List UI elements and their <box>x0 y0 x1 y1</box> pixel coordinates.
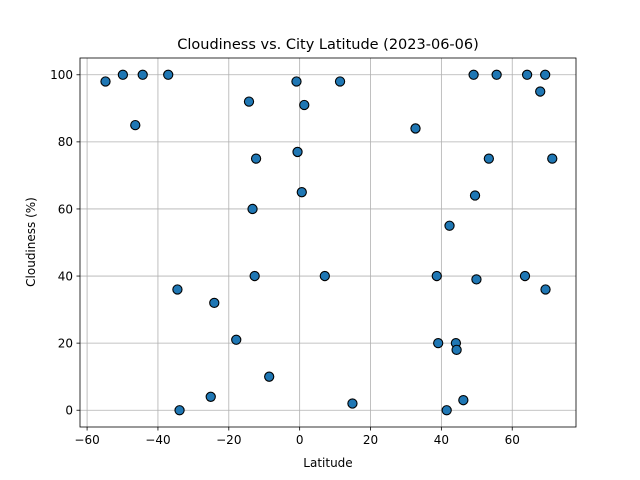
data-point <box>209 297 220 309</box>
data-point <box>471 274 482 285</box>
data-point <box>469 190 481 201</box>
data-point <box>130 119 141 131</box>
x-tick-label: −20 <box>216 433 241 447</box>
data-point <box>535 86 546 97</box>
data-point <box>347 398 358 409</box>
plot-area-frame <box>79 57 577 428</box>
data-point <box>172 284 183 295</box>
data-point <box>334 76 346 87</box>
x-tick-label: −60 <box>74 433 99 447</box>
y-tick-label: 40 <box>58 269 73 283</box>
data-point <box>117 69 129 80</box>
data-point <box>292 146 303 158</box>
data-point <box>458 395 469 406</box>
data-points <box>100 69 558 416</box>
data-point <box>431 270 442 282</box>
data-point <box>468 69 479 80</box>
data-point <box>296 187 307 198</box>
data-point <box>451 344 462 355</box>
chart-title: Cloudiness vs. City Latitude (2023-06-06… <box>177 37 479 53</box>
data-point <box>319 270 330 282</box>
y-axis-label: Cloudiness (%) <box>24 197 38 287</box>
data-point <box>491 69 502 80</box>
x-axis-label: Latitude <box>303 456 352 470</box>
data-point <box>100 76 111 87</box>
data-point <box>540 284 551 295</box>
x-tick-label: 0 <box>296 433 304 447</box>
data-point <box>249 270 260 282</box>
data-point <box>163 69 174 80</box>
x-tick-label: 20 <box>363 433 378 447</box>
y-tick-label: 0 <box>65 404 73 418</box>
data-point <box>174 405 185 416</box>
data-point <box>205 391 216 402</box>
data-point <box>299 99 310 111</box>
data-point <box>547 153 558 164</box>
data-point <box>264 371 275 382</box>
data-point <box>137 69 148 80</box>
data-point <box>441 405 452 416</box>
data-point <box>410 123 421 134</box>
x-tick-label: 60 <box>505 433 520 447</box>
data-point <box>250 153 262 164</box>
x-tick-label: 40 <box>434 433 449 447</box>
y-tick-label: 80 <box>58 135 73 149</box>
data-point <box>521 69 533 80</box>
data-point <box>444 220 455 231</box>
data-point <box>247 203 258 215</box>
y-tick-label: 20 <box>58 336 73 350</box>
y-tick-label: 100 <box>50 68 73 82</box>
data-point <box>291 76 302 87</box>
x-tick-label: −40 <box>145 433 170 447</box>
axis-ticks: −60 −40 −20 0 20 40 60 0 20 40 60 80 100 <box>50 68 520 447</box>
data-point <box>483 153 494 164</box>
data-point <box>519 270 531 282</box>
data-point <box>433 337 444 349</box>
y-tick-label: 60 <box>58 202 73 216</box>
data-point <box>243 96 255 107</box>
data-point <box>540 69 551 80</box>
data-point <box>231 334 242 345</box>
